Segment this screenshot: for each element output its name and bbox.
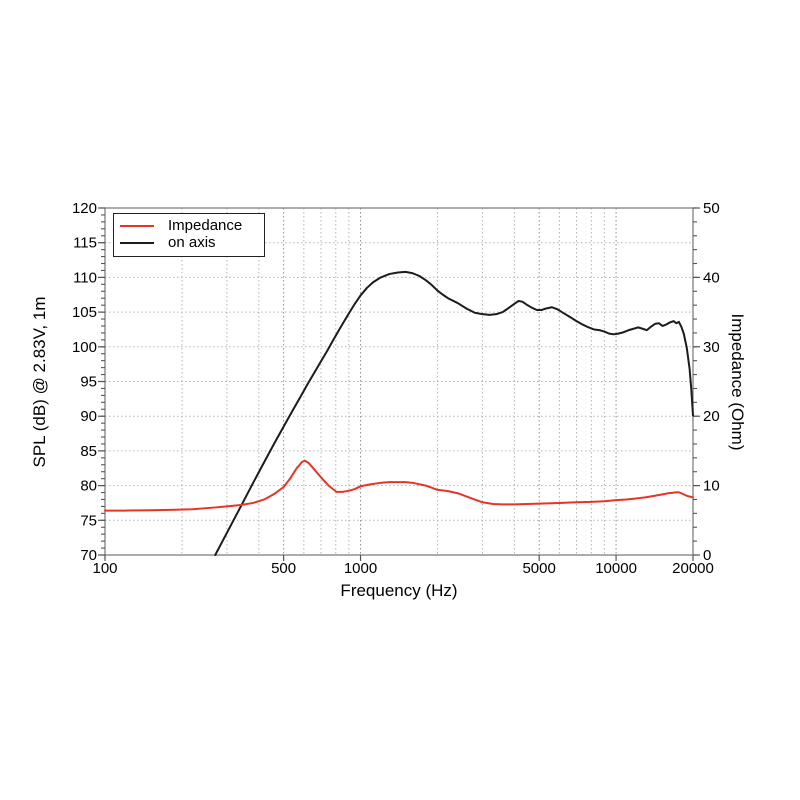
legend-entry-impedance: Impedance: [114, 218, 264, 234]
left-tick-label: 80: [80, 478, 97, 495]
right-tick-label: 50: [703, 200, 720, 217]
series-on-axis-curve: [214, 270, 694, 556]
left-tick-label: 115: [73, 235, 97, 252]
y-axis-right-title: Impedance (Ohm): [728, 313, 747, 451]
legend-line-sample-on-axis: [120, 242, 154, 244]
x-tick-label: 20000: [672, 560, 714, 577]
x-axis-title: Frequency (Hz): [340, 581, 458, 600]
legend-line-sample-impedance: [120, 225, 154, 227]
left-tick-label: 110: [73, 269, 97, 286]
left-tick-label: 90: [80, 408, 97, 425]
left-tick-label: 105: [72, 304, 97, 321]
x-tick-label: 100: [92, 560, 117, 577]
legend: Impedance on axis: [113, 213, 265, 257]
x-tick-label: 10000: [595, 560, 637, 577]
left-tick-label: 75: [80, 512, 97, 529]
right-tick-label: 30: [703, 339, 720, 356]
left-tick-label: 100: [72, 339, 97, 356]
left-tick-label: 120: [72, 200, 97, 217]
right-tick-label: 20: [703, 408, 720, 425]
left-tick-label: 95: [80, 374, 97, 391]
x-tick-label: 1000: [344, 560, 377, 577]
left-tick-label: 85: [80, 443, 97, 460]
right-tick-label: 0: [703, 547, 711, 564]
right-tick-label: 10: [703, 478, 720, 495]
x-tick-label: 500: [271, 560, 296, 577]
series-impedance-curve: [104, 459, 694, 512]
right-tick-label: 40: [703, 269, 720, 286]
y-axis-left-title: SPL (dB) @ 2.83V, 1m: [30, 296, 49, 468]
legend-label-on-axis: on axis: [168, 234, 216, 251]
x-tick-label: 5000: [522, 560, 555, 577]
left-tick-label: 70: [80, 547, 97, 564]
legend-entry-on-axis: on axis: [114, 235, 264, 251]
legend-label-impedance: Impedance: [168, 217, 243, 234]
